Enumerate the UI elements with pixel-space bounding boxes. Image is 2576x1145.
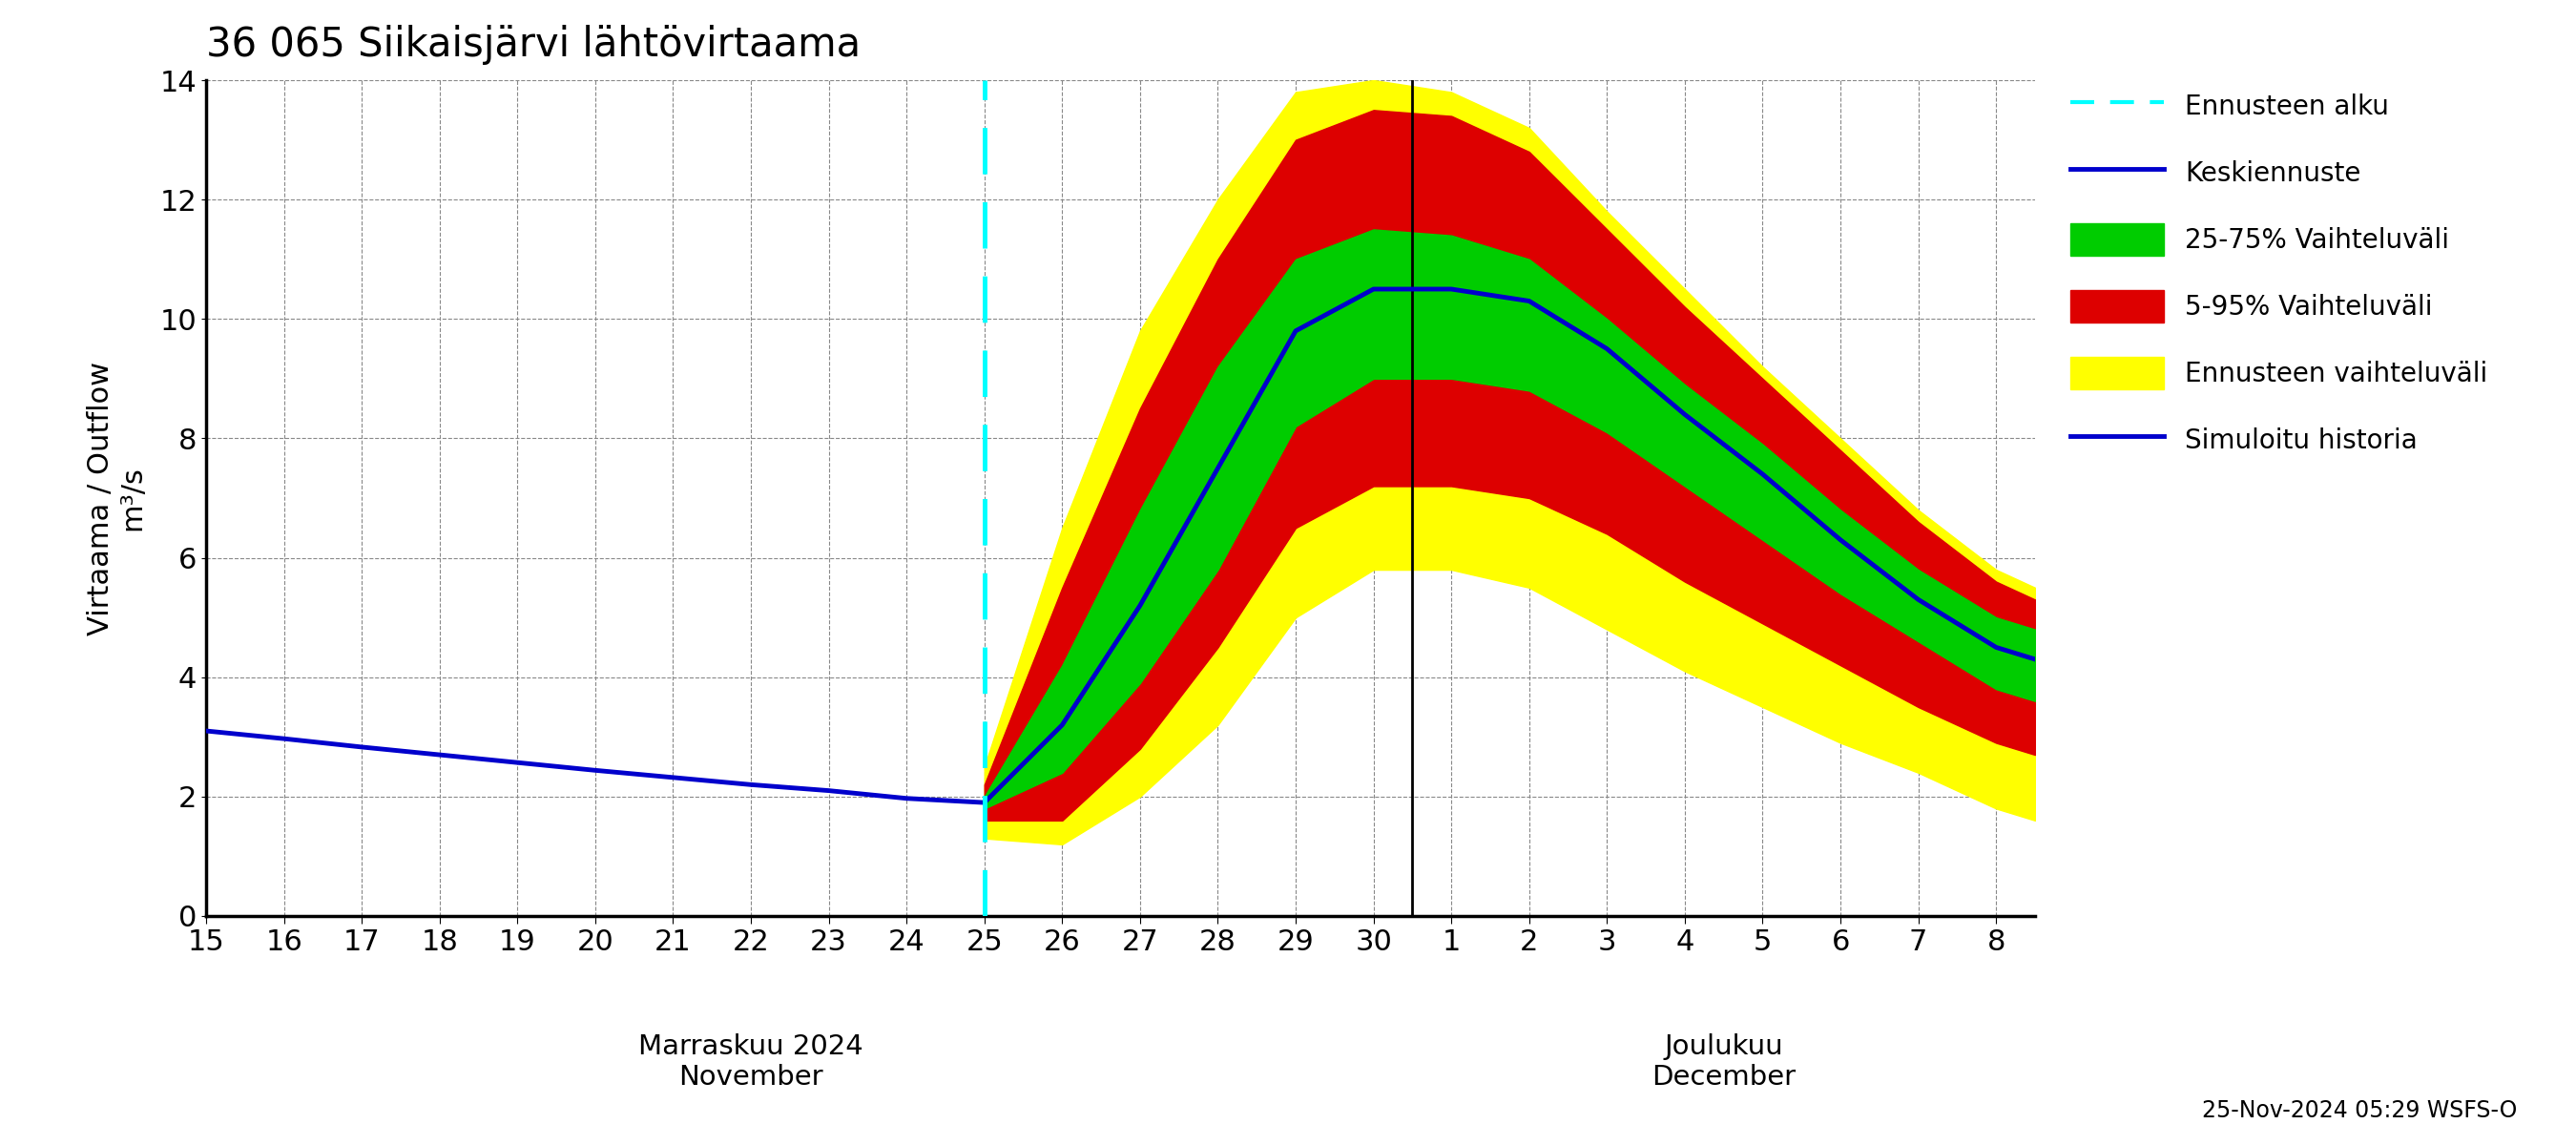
Text: 36 065 Siikaisjärvi lähtövirtaama: 36 065 Siikaisjärvi lähtövirtaama bbox=[206, 25, 860, 65]
Y-axis label: Virtaama / Outflow
m³/s: Virtaama / Outflow m³/s bbox=[88, 361, 147, 635]
Legend: Ennusteen alku, Keskiennuste, 25-75% Vaihteluväli, 5-95% Vaihteluväli, Ennusteen: Ennusteen alku, Keskiennuste, 25-75% Vai… bbox=[2058, 77, 2501, 469]
Text: Joulukuu
December: Joulukuu December bbox=[1651, 1033, 1795, 1091]
Text: Marraskuu 2024
November: Marraskuu 2024 November bbox=[639, 1033, 863, 1091]
Text: 25-Nov-2024 05:29 WSFS-O: 25-Nov-2024 05:29 WSFS-O bbox=[2202, 1099, 2517, 1122]
